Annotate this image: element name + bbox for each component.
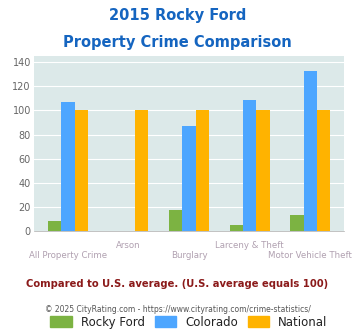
- Text: © 2025 CityRating.com - https://www.cityrating.com/crime-statistics/: © 2025 CityRating.com - https://www.city…: [45, 305, 310, 314]
- Bar: [317, 110, 330, 231]
- Bar: [48, 221, 61, 231]
- Bar: [135, 110, 148, 231]
- Bar: [290, 215, 304, 231]
- Legend: Rocky Ford, Colorado, National: Rocky Ford, Colorado, National: [46, 311, 332, 330]
- Bar: [169, 211, 182, 231]
- Bar: [75, 110, 88, 231]
- Bar: [196, 110, 209, 231]
- Bar: [182, 126, 196, 231]
- Bar: [230, 225, 243, 231]
- Text: Burglary: Burglary: [171, 251, 207, 260]
- Text: 2015 Rocky Ford: 2015 Rocky Ford: [109, 8, 246, 23]
- Text: Motor Vehicle Theft: Motor Vehicle Theft: [268, 251, 352, 260]
- Text: Compared to U.S. average. (U.S. average equals 100): Compared to U.S. average. (U.S. average …: [26, 279, 329, 289]
- Text: All Property Crime: All Property Crime: [29, 251, 107, 260]
- Bar: [61, 102, 75, 231]
- Text: Arson: Arson: [116, 241, 141, 249]
- Text: Property Crime Comparison: Property Crime Comparison: [63, 35, 292, 50]
- Text: Larceny & Theft: Larceny & Theft: [215, 241, 284, 249]
- Bar: [256, 110, 270, 231]
- Bar: [304, 71, 317, 231]
- Bar: [243, 100, 256, 231]
